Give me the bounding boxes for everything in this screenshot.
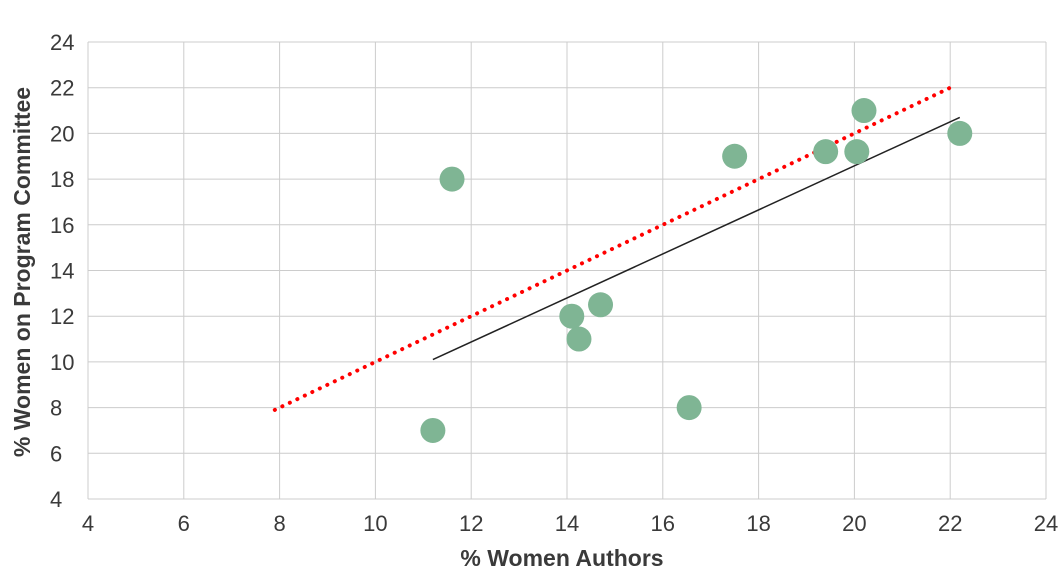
x-tick-label: 22: [938, 511, 962, 536]
y-axis-title: % Women on Program Committee: [9, 87, 35, 457]
y-tick-label: 6: [50, 441, 62, 466]
data-point: [566, 326, 592, 352]
reference-lines: [272, 85, 961, 412]
y-tick-label: 18: [50, 167, 74, 192]
y-tick-label: 16: [50, 213, 74, 238]
data-point: [844, 139, 870, 165]
y-tick-label: 14: [50, 259, 74, 284]
x-tick-label: 12: [459, 511, 483, 536]
data-point: [439, 166, 465, 192]
y-tick-label: 4: [50, 487, 62, 512]
y-tick-label: 20: [50, 121, 74, 146]
y-tick-label: 22: [50, 76, 74, 101]
y-tick-label: 10: [50, 350, 74, 375]
y-tick-labels: 4 6 8 10 12 14 16 18 20 22 24: [50, 30, 74, 512]
data-point: [559, 303, 585, 329]
y-tick-label: 24: [50, 30, 74, 55]
x-tick-label: 14: [555, 511, 579, 536]
x-tick-label: 4: [82, 511, 94, 536]
x-tick-label: 10: [363, 511, 387, 536]
x-axis-title: % Women Authors: [460, 545, 663, 571]
y-tick-label: 8: [50, 396, 62, 421]
data-point: [676, 395, 702, 421]
x-tick-labels: 4 6 8 10 12 14 16 18 20 22 24: [82, 511, 1058, 536]
x-tick-label: 8: [273, 511, 285, 536]
data-point: [813, 139, 839, 165]
x-tick-label: 16: [651, 511, 675, 536]
data-point: [947, 120, 973, 146]
x-tick-label: 6: [178, 511, 190, 536]
data-point: [588, 292, 614, 318]
parity-dotted-line: [272, 85, 953, 412]
data-point: [420, 417, 446, 443]
x-tick-label: 24: [1034, 511, 1058, 536]
y-tick-label: 12: [50, 304, 74, 329]
data-points: [420, 98, 973, 443]
x-tick-label: 18: [746, 511, 770, 536]
x-tick-label: 20: [842, 511, 866, 536]
data-point: [722, 143, 748, 169]
trend-line: [432, 116, 961, 361]
data-point: [851, 98, 877, 124]
